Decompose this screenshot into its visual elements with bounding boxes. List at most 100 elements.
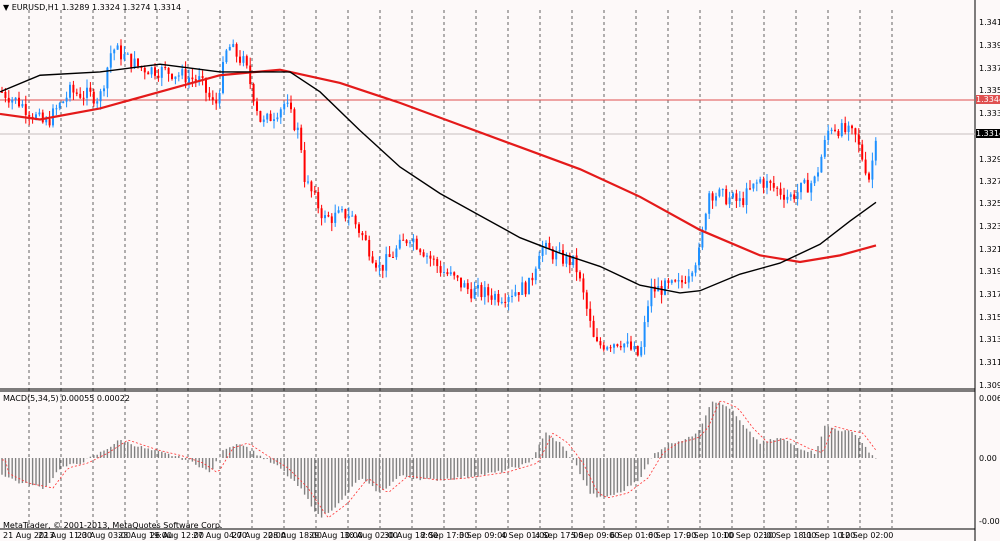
candle-body [283,103,286,110]
candle-body [415,238,418,250]
time-axis-label: 23 Aug 03:00 [77,531,131,540]
time-axis-label: 23 Aug 19:00 [118,531,172,540]
candle-body [320,208,323,219]
price-axis-label: 1.3135 [979,335,1000,344]
time-axis-label: 27 Aug 20:00 [232,531,286,540]
candle-body [222,62,224,94]
candle-body [123,53,126,60]
candle-body [800,182,802,193]
candle-body [725,189,728,205]
candle-body [327,215,330,217]
candle-body [616,344,619,347]
candle-body [840,123,843,137]
candle-body [344,209,347,219]
candle-body [92,91,95,104]
candle-body [834,129,836,131]
candle-body [116,45,119,50]
time-axis-label: 22 Aug 11:00 [38,531,92,540]
candle-body [239,56,241,63]
symbol-header: ▼ EURUSD,H1 1.3289 1.3324 1.3274 1.3314 [3,3,181,12]
hline-price-tag: 1.3344 [976,95,1000,104]
time-axis-label: 11 Sep 10:00 [802,531,856,540]
candle-body [99,91,102,102]
candle-body [154,67,156,76]
candle-body [419,249,422,253]
candle-body [334,212,337,223]
candle-body [783,194,785,200]
candle-body [596,336,598,342]
time-axis-label: 5 Sep 09:00 [571,531,620,540]
candle-body [854,128,857,135]
candle-body [494,293,496,300]
candle-body [619,346,622,348]
candle-body [704,213,707,230]
candle-body [109,53,112,68]
candle-body [133,58,136,68]
candle-body [24,104,27,115]
candle-body [735,193,738,201]
candle-body [177,75,180,77]
time-axis-label: 29 Aug 10:00 [309,531,363,540]
candle-body [317,192,320,209]
candle-body [262,119,265,122]
candle-body [126,53,129,55]
candle-body [558,250,561,252]
candle-body [766,180,768,188]
candle-body [626,341,629,344]
candle-body [874,140,877,161]
candle-body [286,102,289,104]
candle-body [113,49,116,54]
candle-body [290,102,292,110]
candle-body [487,287,490,296]
candle-body [28,114,31,117]
price-axis-label: 1.3155 [979,313,1000,322]
candle-body [198,76,201,81]
candle-body [647,306,649,323]
candle-body [313,191,316,193]
candle-body [188,77,190,83]
fast-moving-average [0,63,877,294]
price-axis-label: 1.3375 [979,64,1000,73]
candle-body [562,250,564,264]
candle-body [708,193,711,214]
candle-body [500,301,503,303]
candle-body [72,84,75,93]
candle-body [534,268,537,281]
candle-body [405,240,408,244]
candle-body [694,265,697,273]
menu-arrow-icon[interactable]: ▼ [3,3,10,12]
candle-body [742,198,745,206]
candle-body [167,67,170,74]
candle-body [806,179,809,193]
candle-body [245,56,248,66]
candle-body [755,182,758,184]
candle-body [439,266,442,273]
candle-body [330,216,333,223]
candle-body [402,239,405,241]
candle-body [473,288,476,299]
candle-body [426,255,428,257]
candle-body [96,101,99,104]
candle-body [341,209,343,211]
slow-moving-average [0,68,877,264]
candle-body [38,112,41,115]
candle-body [303,150,306,182]
candle-body [589,308,592,321]
candle-body [310,181,313,192]
price-axis-label: 1.3355 [979,86,1000,95]
candle-body [256,101,258,111]
macd-signal-line [2,400,877,519]
price-axis-label: 1.3115 [979,358,1000,367]
candle-body [789,194,792,197]
candle-body [269,113,272,121]
time-axis-label: 21 Aug 2013 [3,531,55,540]
candle-body [823,140,826,157]
candle-body [449,272,452,275]
candle-body [582,278,585,293]
candle-body [354,215,357,225]
candle-body [575,255,578,273]
candle-body [749,188,751,190]
candle-body [585,292,588,309]
